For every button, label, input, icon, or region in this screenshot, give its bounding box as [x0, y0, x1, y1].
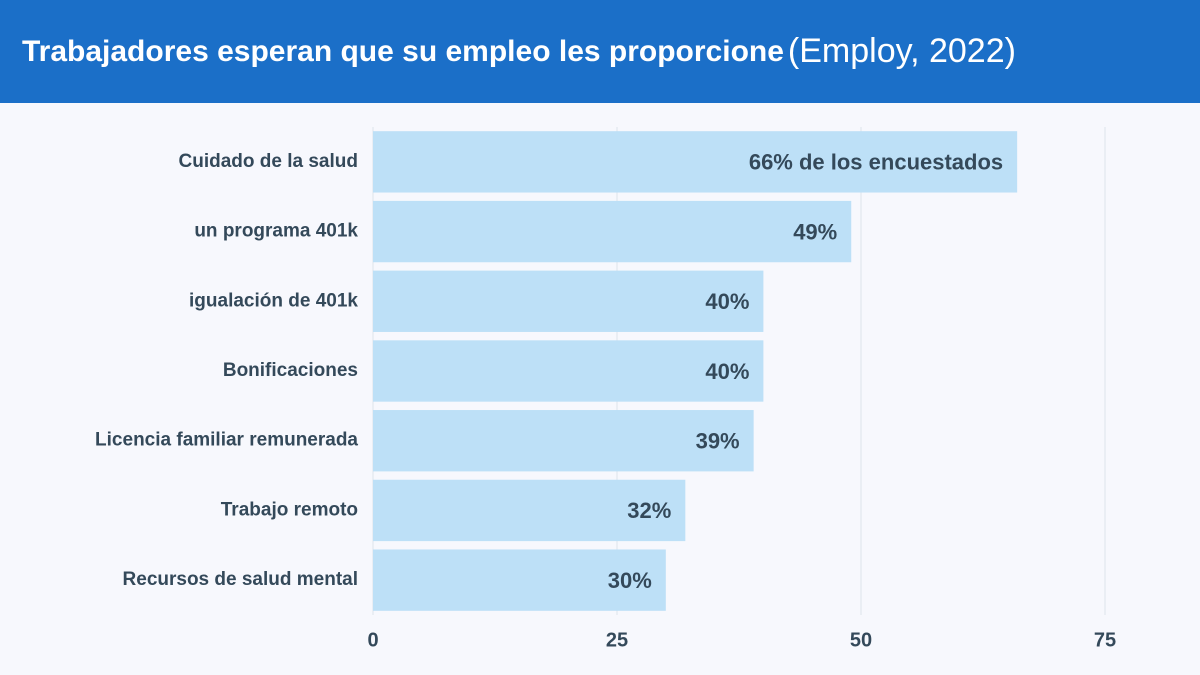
- x-tick-label: 50: [850, 629, 872, 651]
- y-tick-label: igualación de 401k: [189, 290, 358, 311]
- chart: 0 25 50 75 Cuidado de la salud 66% de los enc…: [95, 127, 1116, 651]
- value-label: 49%: [793, 219, 837, 244]
- bar: [373, 131, 1018, 193]
- chart-source: (Employ, 2022): [787, 32, 1016, 70]
- bar: [373, 549, 666, 611]
- value-label: 66% de los encuestados: [749, 150, 1003, 175]
- bar: [373, 200, 852, 263]
- value-label: 40%: [705, 289, 749, 314]
- x-tick-label: 0: [367, 629, 378, 651]
- x-tick-label: 25: [606, 629, 628, 651]
- y-tick-label: un programa 401k: [194, 221, 358, 242]
- bar: [373, 479, 686, 542]
- value-label: 32%: [627, 498, 671, 523]
- y-tick-label: Trabajo remoto: [221, 499, 358, 520]
- value-label: 40%: [705, 359, 749, 384]
- chart-title: Trabajadores esperan que su empleo les p…: [22, 34, 784, 68]
- bar: [373, 340, 764, 402]
- y-tick-label: Licencia familiar remunerada: [95, 430, 358, 451]
- value-label: 30%: [608, 568, 652, 593]
- bar: [373, 270, 764, 332]
- y-tick-label: Cuidado de la salud: [179, 151, 358, 172]
- y-tick-label: Bonificaciones: [223, 360, 358, 381]
- y-tick-label: Recursos de salud mental: [123, 569, 358, 590]
- value-label: 39%: [696, 429, 740, 454]
- header: Trabajadores esperan que su empleo les p…: [0, 0, 1200, 103]
- bar: [373, 410, 754, 472]
- x-tick-label: 75: [1094, 629, 1116, 651]
